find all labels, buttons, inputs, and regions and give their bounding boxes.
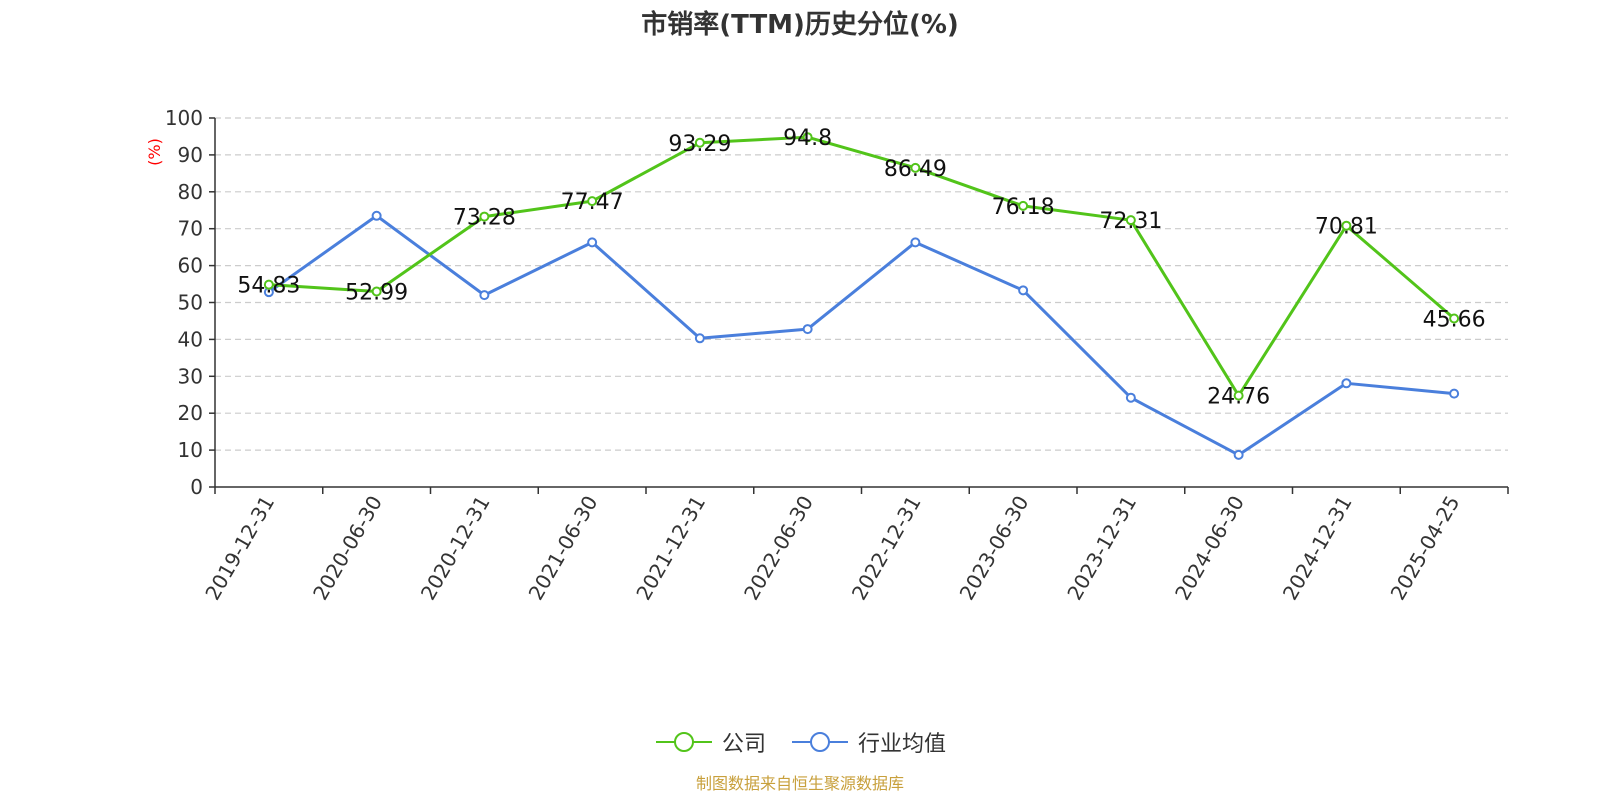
data-label: 94.8 [783,126,832,151]
data-point-company [1233,390,1244,401]
data-label: 86.49 [884,157,947,182]
series-layer [263,132,1460,460]
legend-line-circle-icon [655,732,712,752]
y-tick-label: 30 [178,364,203,388]
x-tick-label: 2023-12-31 [1062,492,1141,605]
data-point-industry [479,290,490,301]
data-label: 73.28 [453,206,516,231]
data-label: 72.31 [1099,209,1162,234]
y-tick-label: 80 [178,180,203,204]
data-label: 76.18 [992,195,1055,220]
y-tick-label: 0 [190,475,203,499]
y-tick-label: 100 [165,106,203,130]
x-tick-label: 2024-06-30 [1170,492,1249,605]
data-point-industry [587,237,598,248]
y-tick-label: 70 [178,217,203,241]
legend-item-industry[interactable]: 行业均值 [790,726,946,758]
x-tick-label: 2021-12-31 [631,492,710,605]
chart-title: 市销率(TTM)历史分位(%) [641,10,959,40]
data-point-company [587,196,598,207]
y-tick-label: 90 [178,143,203,167]
data-point-industry [802,324,813,335]
data-point-company [479,211,490,222]
data-point-company [694,137,705,148]
legend-item-company[interactable]: 公司 [654,726,766,758]
x-tick-label: 2022-12-31 [847,492,926,605]
x-tick-label: 2020-12-31 [416,492,495,605]
data-label: 45.66 [1423,308,1486,333]
data-label: 70.81 [1315,215,1378,240]
data-label: 54.83 [237,274,300,299]
y-tick-label: 20 [178,401,203,425]
x-tick-label: 2022-06-30 [739,492,818,605]
data-label: 24.76 [1207,385,1270,410]
series-line-company [268,135,1456,398]
x-tick-label: 2020-06-30 [308,492,387,605]
data-point-industry [1341,378,1352,389]
x-tick-label: 2021-06-30 [524,492,603,605]
grid-lines [215,117,1508,451]
series-line-industry [268,214,1455,457]
source-note: 制图数据来自恒生聚源数据库 [695,774,904,793]
x-tick-label: 2019-12-31 [200,492,279,605]
data-point-industry [1125,392,1136,403]
data-labels: 54.83 52.99 73.28 77.47 93.29 94.8 86.49 76.18 7… [237,126,1485,409]
data-point-company [1125,215,1136,226]
legend-label-industry: 行业均值 [858,732,947,757]
data-point-company [1018,200,1029,211]
data-label: 93.29 [668,132,731,157]
data-label: 52.99 [345,280,408,305]
y-tick-label: 50 [178,291,203,315]
x-tick-label: 2025-04-25 [1386,492,1465,605]
data-point-company [802,132,813,143]
axes: 0 10 20 30 40 50 60 70 80 90 100(%) 2019-12-31 2020-… [145,106,1509,605]
x-tick-label: 2023-06-30 [955,492,1034,605]
data-point-company [1341,220,1352,231]
y-tick-label: 60 [178,254,203,278]
y-tick-label: 40 [178,327,203,351]
y-axis-label: (%) [145,138,164,166]
data-point-industry [371,210,382,221]
data-point-company [910,162,921,173]
data-point-company [1449,313,1460,324]
x-tick-label: 2024-12-31 [1278,492,1357,605]
data-point-industry [694,333,705,344]
data-point-company [371,286,382,297]
data-point-industry [1018,285,1029,296]
data-point-industry [910,237,921,248]
y-tick-label: 10 [178,438,203,462]
data-point-company [263,279,274,290]
legend-line-circle-icon [792,732,848,752]
data-point-industry [1233,449,1244,460]
data-point-industry [1449,388,1460,399]
legend: 公司 行业均值 [0,720,1600,764]
legend-label-company: 公司 [721,732,766,757]
data-label: 77.47 [561,190,624,215]
